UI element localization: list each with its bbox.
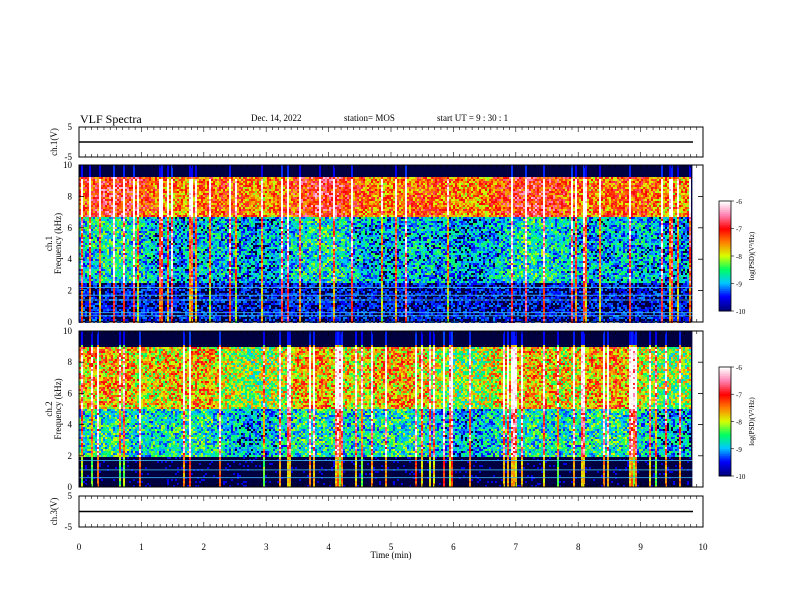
colorbar-tick-label: -9 [736,446,742,454]
x-axis-label: Time (min) [371,550,412,560]
colorbar-tick-label: -9 [736,281,742,289]
colorbar-tick-label: -7 [736,226,742,234]
x-tick-label: 8 [576,542,581,552]
x-tick-label: 6 [451,542,456,552]
panel-ch1-waveform: 5-5ch.1(V) [49,122,703,162]
colorbar-tick-label: -7 [736,391,742,399]
y-tick-label: 2 [68,451,73,461]
colorbar-tick-label: -8 [736,419,742,427]
colorbar-tick-label: -6 [736,364,742,372]
colorbar-label: log(PSD)(V²/Hz) [748,231,756,280]
y-axis-label: Frequency (kHz) [53,213,63,274]
x-tick-label: 3 [264,542,269,552]
y-axis-label: ch.1(V) [49,128,59,156]
y-tick-label: 2 [68,286,73,296]
panel-ch3-waveform: 5 -5 ch.3(V) [49,491,703,532]
colorbar-2: -6 -7 -8 -9 -10 log(PSD)(V²/Hz) [719,364,756,481]
y-axis-label: ch.3(V) [49,498,59,526]
colorbar-tick-label: -10 [736,473,746,481]
y-tick-label: 10 [63,326,73,336]
x-tick-label: 9 [638,542,643,552]
y-tick-label: 6 [68,223,73,233]
y-tick-label: 5 [68,491,73,501]
y-tick-label: -5 [65,522,73,532]
colorbar-tick-label: -10 [736,308,746,316]
y-tick-label: 8 [68,191,73,201]
x-tick-label: 10 [699,542,709,552]
x-tick-label: 0 [77,542,82,552]
colorbar-label: log(PSD)(V²/Hz) [748,397,756,446]
x-tick-label: 4 [326,542,331,552]
x-tick-label: 7 [514,542,519,552]
x-tick-label: 2 [202,542,207,552]
colorbar-tick-label: -6 [736,198,742,206]
y-tick-label: 4 [68,254,73,264]
y-tick-label: 6 [68,388,73,398]
y-tick-label: 5 [68,122,73,132]
y-tick-label: 10 [63,160,73,170]
x-tick-label: 1 [139,542,144,552]
colorbar-tick-label: -8 [736,253,742,261]
y-tick-label: 4 [68,420,73,430]
y-tick-label: 8 [68,357,73,367]
y-axis-label: Frequency (kHz) [53,378,63,439]
colorbar-1: -6 -7 -8 -9 -10 log(PSD)(V²/Hz) [719,198,756,316]
